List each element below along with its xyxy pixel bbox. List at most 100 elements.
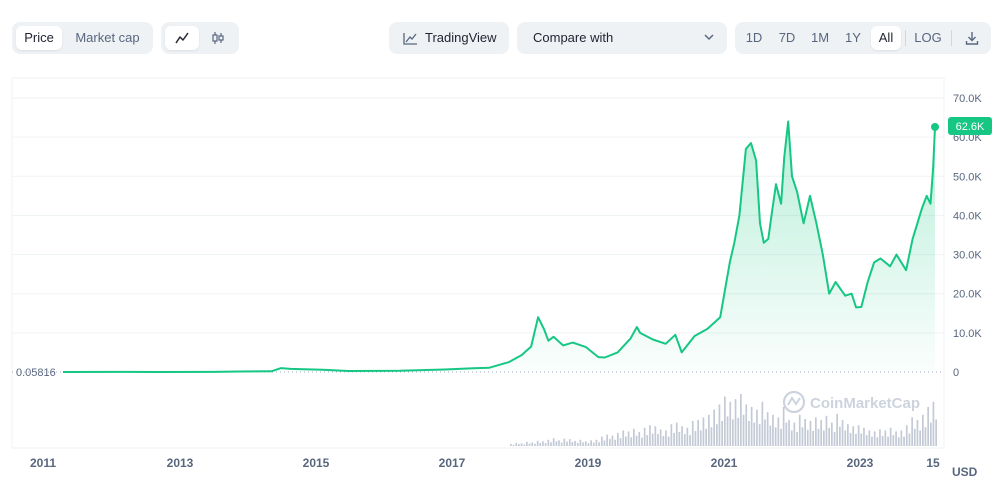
x-tick-label: 2013 — [167, 456, 194, 470]
volume-bar — [892, 435, 895, 446]
volume-bar — [544, 443, 547, 446]
x-axis-labels: 2011 2013 2015 2017 2019 2021 2023 15 — [30, 456, 940, 470]
volume-bar — [691, 421, 694, 446]
volume-bar — [587, 443, 590, 446]
volume-bar — [764, 419, 766, 446]
watermark-text: CoinMarketCap — [810, 395, 920, 412]
volume-bar — [558, 440, 560, 446]
x-tick-label: 2021 — [711, 456, 738, 470]
range-7d[interactable]: 7D — [778, 30, 796, 45]
volume-bar — [841, 420, 844, 446]
volume-bar — [884, 430, 887, 446]
tradingview-button[interactable]: TradingView — [389, 22, 509, 54]
volume-bar — [831, 422, 833, 446]
volume-bar — [515, 442, 518, 446]
range-all[interactable]: All — [871, 26, 901, 50]
chart-type-toggle — [161, 22, 239, 54]
y-tick-label: 40.0K — [953, 210, 982, 222]
volume-bar — [595, 439, 598, 446]
volume-bar — [748, 421, 750, 446]
y-tick-label: 50.0K — [953, 171, 982, 183]
volume-bar — [742, 414, 745, 446]
volume-bar — [852, 426, 855, 446]
y-tick-label: 20.0K — [953, 289, 982, 301]
volume-bar — [622, 430, 625, 446]
volume-bar — [598, 442, 600, 446]
volume-bar — [865, 435, 868, 446]
volume-bar — [876, 437, 879, 446]
volume-bar — [745, 404, 748, 446]
volume-bar — [825, 415, 828, 446]
volume-bar — [772, 414, 774, 446]
volume-bar — [606, 434, 608, 446]
volume-bar — [889, 427, 892, 446]
log-scale-toggle[interactable]: LOG — [914, 30, 942, 45]
volume-bar — [563, 438, 566, 446]
volume-bar — [839, 426, 841, 446]
volume-bar — [675, 422, 678, 446]
volume-bar — [887, 436, 889, 446]
volume-bar — [635, 435, 638, 446]
x-tick-label: 2023 — [847, 456, 874, 470]
y-tick-label: 10.0K — [953, 328, 982, 340]
volume-bar — [627, 431, 630, 446]
volume-bar — [531, 442, 534, 446]
volume-bar — [905, 425, 908, 446]
volume-bar — [641, 437, 643, 446]
volume-bar — [777, 417, 780, 446]
volume-bar — [520, 443, 523, 446]
volume-bar — [697, 420, 699, 446]
volume-bar — [542, 441, 544, 446]
volume-bar — [649, 425, 651, 446]
volume-bar — [908, 433, 911, 446]
x-tick-label: 15 — [926, 456, 940, 470]
volume-bar — [903, 436, 905, 446]
volume-bar — [526, 441, 528, 446]
y-tick-label: 30.0K — [953, 250, 982, 262]
trend-icon — [403, 33, 417, 45]
volume-bar — [643, 427, 646, 446]
volume-bar — [793, 422, 796, 446]
tab-market-cap[interactable]: Market cap — [75, 30, 140, 45]
candlestick-chart-button[interactable] — [201, 26, 235, 50]
toolbar-divider-2 — [951, 30, 952, 46]
volume-bar — [571, 441, 574, 446]
volume-bar — [512, 444, 515, 446]
volume-bar — [809, 421, 812, 446]
volume-bar — [689, 435, 691, 446]
range-1d[interactable]: 1D — [745, 30, 763, 45]
toolbar-divider — [905, 30, 906, 46]
volume-bar — [788, 420, 790, 446]
volume-bar — [713, 409, 715, 446]
volume-bar — [592, 442, 595, 446]
volume-bar — [683, 434, 686, 446]
volume-bar — [609, 439, 611, 446]
download-button[interactable] — [957, 26, 987, 50]
compare-label: Compare with — [533, 30, 614, 45]
tab-price[interactable]: Price — [16, 26, 62, 50]
volume-bar — [927, 407, 929, 446]
volume-bar — [817, 428, 820, 446]
candlestick-icon — [212, 32, 224, 44]
volume-bar — [855, 434, 857, 446]
range-1m[interactable]: 1M — [810, 30, 830, 45]
volume-bar — [820, 420, 822, 446]
volume-bar — [726, 416, 729, 446]
range-selector: 1D 7D 1M 1Y All LOG — [735, 22, 991, 54]
volume-bar — [670, 424, 673, 446]
compare-dropdown[interactable]: Compare with — [517, 22, 727, 54]
volume-bar — [753, 422, 756, 446]
view-toggle: Price Market cap — [12, 22, 153, 54]
range-1y[interactable]: 1Y — [845, 30, 861, 45]
volume-bar — [574, 440, 576, 446]
volume-bar — [633, 428, 635, 446]
volume-bar — [694, 431, 697, 446]
price-line — [62, 120, 936, 373]
volume-bar — [766, 412, 769, 446]
line-chart-button[interactable] — [165, 26, 199, 50]
volume-bar — [560, 442, 563, 446]
volume-bar — [815, 417, 817, 446]
volume-bar — [804, 419, 806, 446]
volume-bar — [750, 407, 753, 446]
